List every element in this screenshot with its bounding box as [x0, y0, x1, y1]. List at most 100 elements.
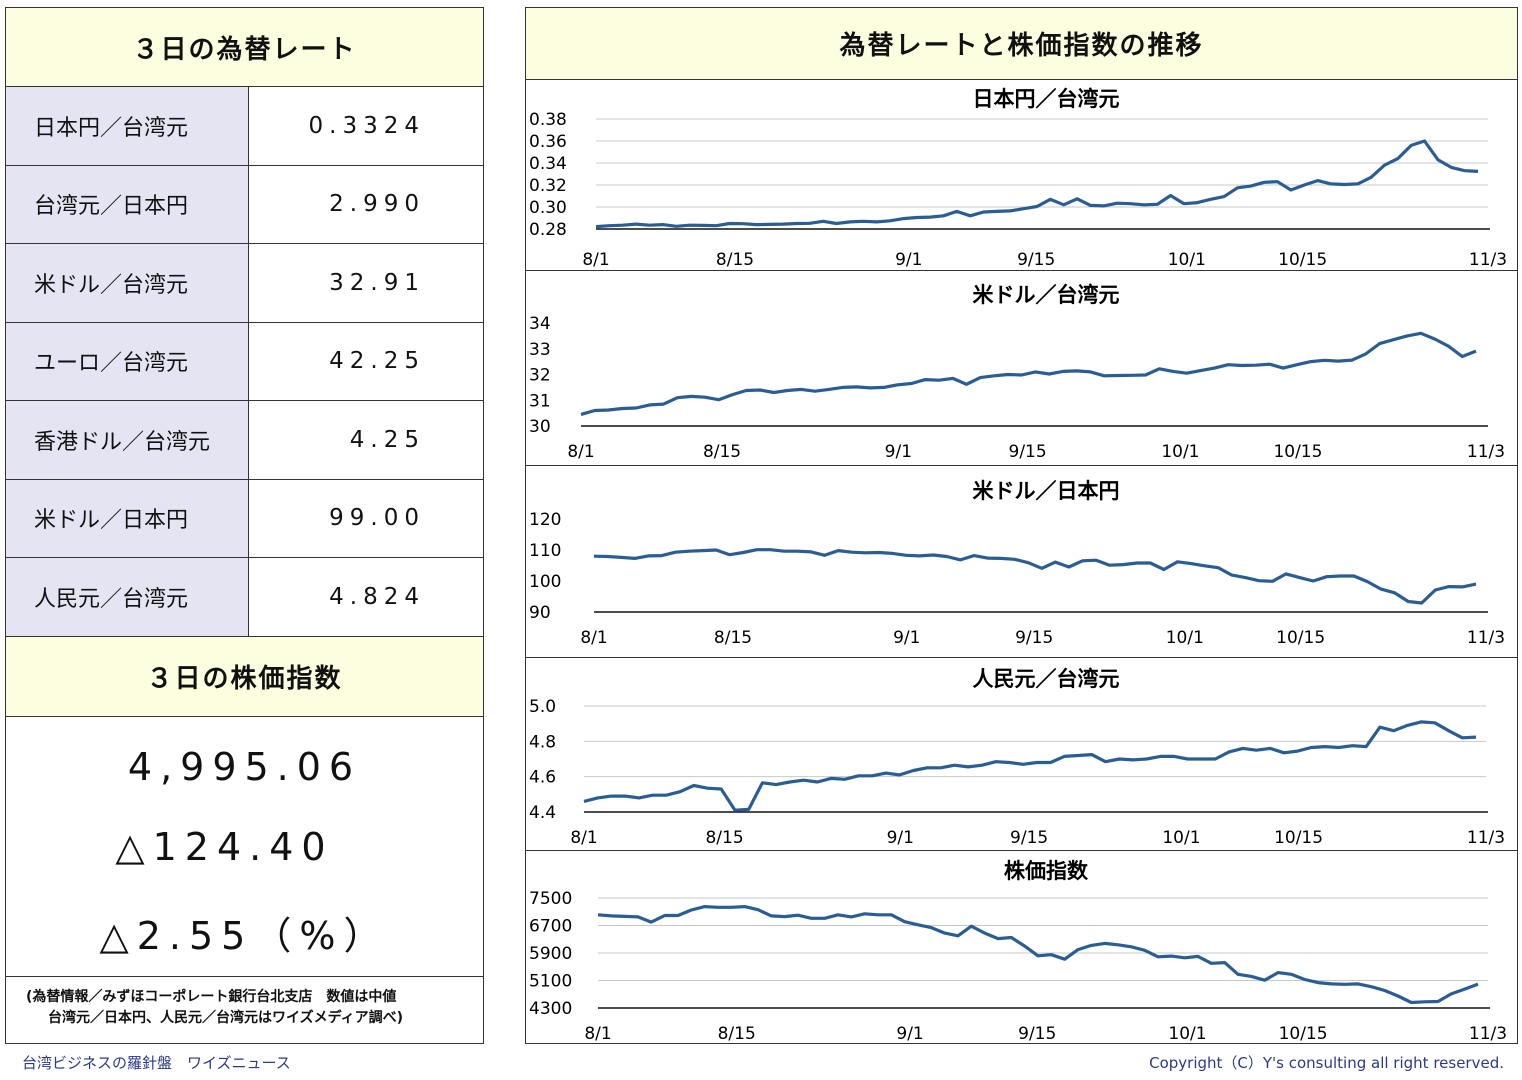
rate-row: ユーロ／台湾元 42.25: [6, 322, 483, 401]
x-tick-label: 9/15: [1015, 628, 1053, 648]
x-tick-label: 8/15: [714, 628, 752, 648]
y-tick-label: 100: [529, 572, 561, 592]
rate-row: 日本円／台湾元 0.3324: [6, 87, 483, 166]
rate-label: 米ドル／日本円: [6, 479, 249, 557]
chart-panel: 米ドル／台湾元 30 31 32 33 34 8/1 8/15 9/1 9/15 10/1 10/15…: [526, 270, 1517, 465]
chart-title: 米ドル／台湾元: [973, 283, 1120, 307]
x-tick-label: 11/3: [1467, 628, 1505, 648]
rate-value: 0.3324: [308, 112, 425, 139]
rate-value: 4.25: [349, 426, 425, 453]
source-note-line2: 台湾元／日本円、人民元／台湾元はワイズメディア調べ): [48, 1009, 403, 1026]
x-tick-label: 10/1: [1166, 628, 1204, 648]
rate-row: 香港ドル／台湾元 4.25: [6, 401, 483, 480]
stock-index-values: 4,995.06 △124.40 △2.55（%）: [6, 717, 483, 977]
rate-label: 人民元／台湾元: [6, 558, 249, 636]
rate-value: 42.25: [329, 348, 425, 375]
x-tick-label: 9/15: [1009, 442, 1047, 462]
series-line: [583, 720, 1477, 812]
rate-label: ユーロ／台湾元: [6, 322, 249, 400]
y-tick-label: 30: [529, 417, 551, 437]
y-tick-label: 6700: [529, 917, 572, 937]
x-tick-label: 9/15: [1017, 250, 1055, 270]
rate-value: 99.00: [329, 505, 425, 532]
rates-table: 日本円／台湾元 0.3324 台湾元／日本円 2.990 米ドル／台湾元 32.91 ユーロ…: [6, 87, 483, 637]
chart-title: 人民元／台湾元: [973, 667, 1120, 691]
x-tick-label: 8/1: [584, 1024, 611, 1044]
y-tick-label: 33: [529, 340, 551, 360]
x-tick-label: 10/15: [1274, 828, 1323, 848]
x-tick-label: 10/1: [1161, 442, 1199, 462]
footer-left: 台湾ビジネスの羅針盤 ワイズニュース: [22, 1054, 291, 1072]
x-tick-label: 8/15: [703, 442, 741, 462]
rate-row: 米ドル／台湾元 32.91: [6, 244, 483, 323]
rate-label: 日本円／台湾元: [6, 87, 249, 165]
y-tick-label: 90: [529, 603, 551, 623]
stock-index-title: ３日の株価指数: [6, 636, 483, 717]
chart-svg: 日本円／台湾元 0.280.300.320.340.360.38 8/1 8/15 9/…: [529, 87, 1507, 270]
chart-svg: 米ドル／日本円 90 100 110 120 8/1 8/15 9/1 9/15 10/1 10/1…: [529, 479, 1505, 648]
y-tick-label: 0.30: [529, 198, 567, 218]
y-tick-label: 7500: [529, 889, 572, 909]
y-tick-label: 4.8: [529, 732, 556, 752]
chart-title: 米ドル／日本円: [973, 479, 1120, 503]
y-tick-label: 31: [529, 391, 551, 411]
series-line: [580, 331, 1477, 416]
x-tick-label: 10/15: [1279, 1024, 1328, 1044]
x-tick-label: 10/15: [1276, 628, 1325, 648]
x-tick-label: 9/1: [895, 250, 922, 270]
x-tick-label: 10/15: [1278, 250, 1327, 270]
x-tick-label: 9/1: [896, 1024, 923, 1044]
x-tick-label: 9/15: [1018, 1024, 1056, 1044]
rate-value: 32.91: [329, 269, 425, 296]
x-tick-label: 8/1: [582, 250, 609, 270]
left-panel: ３日の為替レート 日本円／台湾元 0.3324 台湾元／日本円 2.990 米ドル／台湾…: [5, 7, 484, 1044]
right-panel: 為替レートと株価指数の推移 日本円／台湾元 0.28 0.30 0.32 0.34 0.3…: [525, 7, 1518, 1044]
chart-panel: 株価指数 4300 5100 5900 6700 7500 8/1 8/15 9/1 9/15 10…: [526, 850, 1517, 1044]
chart-panel: 日本円／台湾元 0.28 0.30 0.32 0.34 0.36 0.38 8/1 8/15 9/…: [526, 80, 1517, 270]
y-tick-label: 5100: [529, 972, 572, 992]
stock-index-change-pct: △2.55（%）: [99, 913, 390, 958]
chart-title: 株価指数: [1004, 859, 1089, 883]
y-tick-label: 0.32: [529, 176, 567, 196]
x-tick-label: 9/1: [893, 628, 920, 648]
y-tick-label: 120: [529, 510, 561, 530]
x-tick-label: 11/3: [1467, 828, 1505, 848]
footer-copyright: Copyright（C）Y's consulting all right res…: [1149, 1054, 1504, 1072]
rate-value: 4.824: [329, 583, 425, 610]
series-line: [595, 139, 1479, 229]
y-tick-label: 5900: [529, 944, 572, 964]
x-tick-label: 9/1: [887, 828, 914, 848]
y-tick-label: 4.6: [529, 768, 556, 788]
x-tick-label: 8/15: [705, 828, 743, 848]
y-tick-label: 0.34: [529, 154, 567, 174]
y-tick-label: 4300: [529, 999, 572, 1019]
chart-panel: 米ドル／日本円 90 100 110 120 8/1 8/15 9/1 9/15 10/1 10/1…: [526, 465, 1517, 657]
chart-title: 日本円／台湾元: [973, 87, 1120, 111]
y-tick-label: 32: [529, 366, 551, 386]
y-tick-label: 4.4: [529, 803, 556, 823]
rate-row: 米ドル／日本円 99.00: [6, 479, 483, 558]
y-tick-label: 5.0: [529, 697, 556, 717]
y-tick-label: 0.28: [529, 220, 567, 240]
source-note: (為替情報／みずほコーポレート銀行台北支店 数値は中値 台湾元／日本円、人民元／…: [6, 977, 483, 1029]
rate-row: 台湾元／日本円 2.990: [6, 165, 483, 244]
rates-table-title: ３日の為替レート: [6, 8, 483, 87]
x-tick-label: 10/1: [1168, 250, 1206, 270]
y-tick-label: 34: [529, 314, 551, 334]
series-line: [593, 548, 1477, 605]
chart-svg: 人民元／台湾元 4.4 4.6 4.8 5.0 8/1 8/15 9/1 9/15 10/1 10/…: [529, 667, 1505, 848]
x-tick-label: 10/1: [1168, 1024, 1206, 1044]
x-tick-label: 9/15: [1010, 828, 1048, 848]
x-tick-label: 8/15: [716, 250, 754, 270]
rate-label: 米ドル／台湾元: [6, 244, 249, 322]
rate-label: 香港ドル／台湾元: [6, 401, 249, 479]
x-tick-label: 10/15: [1273, 442, 1322, 462]
y-tick-label: 110: [529, 541, 561, 561]
x-tick-label: 8/1: [567, 442, 594, 462]
rate-value: 2.990: [329, 191, 425, 218]
source-note-line1: (為替情報／みずほコーポレート銀行台北支店 数値は中値: [26, 988, 397, 1005]
x-tick-label: 11/3: [1469, 250, 1507, 270]
chart-panel: 人民元／台湾元 4.4 4.6 4.8 5.0 8/1 8/15 9/1 9/15 10/1 10/…: [526, 657, 1517, 850]
x-tick-label: 9/1: [885, 442, 912, 462]
stock-index-value: 4,995.06: [127, 744, 362, 789]
